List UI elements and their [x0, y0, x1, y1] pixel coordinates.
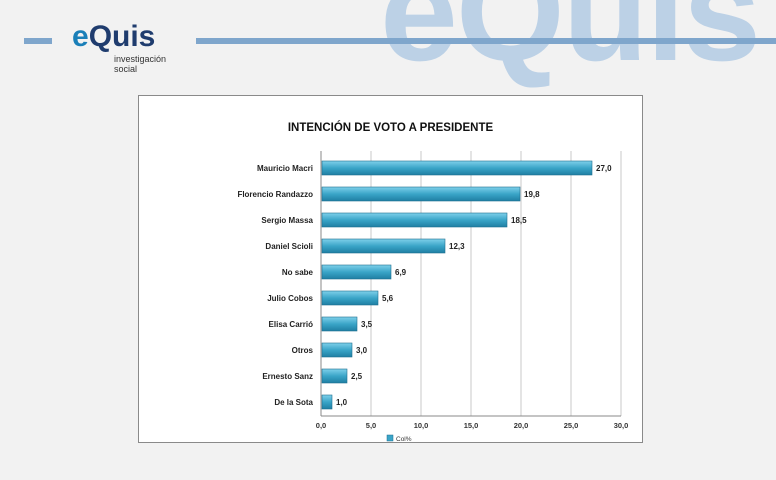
header-stripe-right	[196, 38, 776, 44]
x-tick-label: 10,0	[414, 421, 429, 430]
category-label: No sabe	[282, 268, 314, 277]
bar	[321, 212, 508, 228]
data-label: 27,0	[596, 164, 612, 173]
category-label: Ernesto Sanz	[262, 372, 313, 381]
x-tick-label: 20,0	[514, 421, 529, 430]
legend-swatch	[386, 434, 394, 442]
category-label: Daniel Scioli	[265, 242, 313, 251]
bar-chart: 0,0 5,0 10,0 15,0 20,0 25,0 30,0 Mauricio Macri…	[237, 151, 629, 442]
category-label: Julio Cobos	[267, 294, 313, 303]
x-tick-label: 15,0	[464, 421, 479, 430]
logo-tagline-1: investigación	[114, 54, 167, 64]
logo-wordmark: eQuis	[72, 22, 155, 52]
x-tick-label: 0,0	[316, 421, 326, 430]
data-label: 3,0	[356, 346, 368, 355]
header-stripe-left	[24, 38, 52, 44]
category-label: Florencio Randazzo	[237, 190, 313, 199]
bar	[321, 316, 358, 332]
header: eQuis eQuis investigación social	[0, 0, 776, 82]
data-label: 12,3	[449, 242, 465, 251]
data-label: 5,6	[382, 294, 394, 303]
logo-quis: Quis	[88, 20, 156, 53]
category-label: Mauricio Macri	[257, 164, 313, 173]
category-label: Sergio Massa	[261, 216, 313, 225]
data-label: 6,9	[395, 268, 407, 277]
logo-tagline-2: social	[114, 64, 138, 74]
bar	[321, 160, 593, 176]
brand-logo: eQuis investigación social	[72, 22, 166, 75]
bar	[321, 186, 521, 202]
data-label: 18,5	[511, 216, 527, 225]
bar	[321, 368, 348, 384]
category-label: Elisa Carrió	[269, 320, 314, 329]
data-label: 19,8	[524, 190, 540, 199]
data-label: 1,0	[336, 398, 348, 407]
x-tick-label: 25,0	[564, 421, 579, 430]
bar	[321, 238, 446, 254]
category-label: Otros	[292, 346, 314, 355]
x-tick-label: 30,0	[614, 421, 629, 430]
bar	[321, 290, 379, 306]
bar	[321, 342, 353, 358]
bar	[321, 264, 392, 280]
category-label: De la Sota	[274, 398, 313, 407]
logo-e: e	[72, 20, 89, 53]
bar	[321, 394, 333, 410]
x-tick-label: 5,0	[366, 421, 376, 430]
chart-frame: INTENCIÓN DE VOTO A PRESIDENTE 0,0 5,0 10,…	[138, 95, 643, 443]
data-label: 3,5	[361, 320, 373, 329]
chart-title: INTENCIÓN DE VOTO A PRESIDENTE	[287, 122, 494, 134]
legend-label: Col%	[396, 436, 412, 442]
data-label: 2,5	[351, 372, 363, 381]
